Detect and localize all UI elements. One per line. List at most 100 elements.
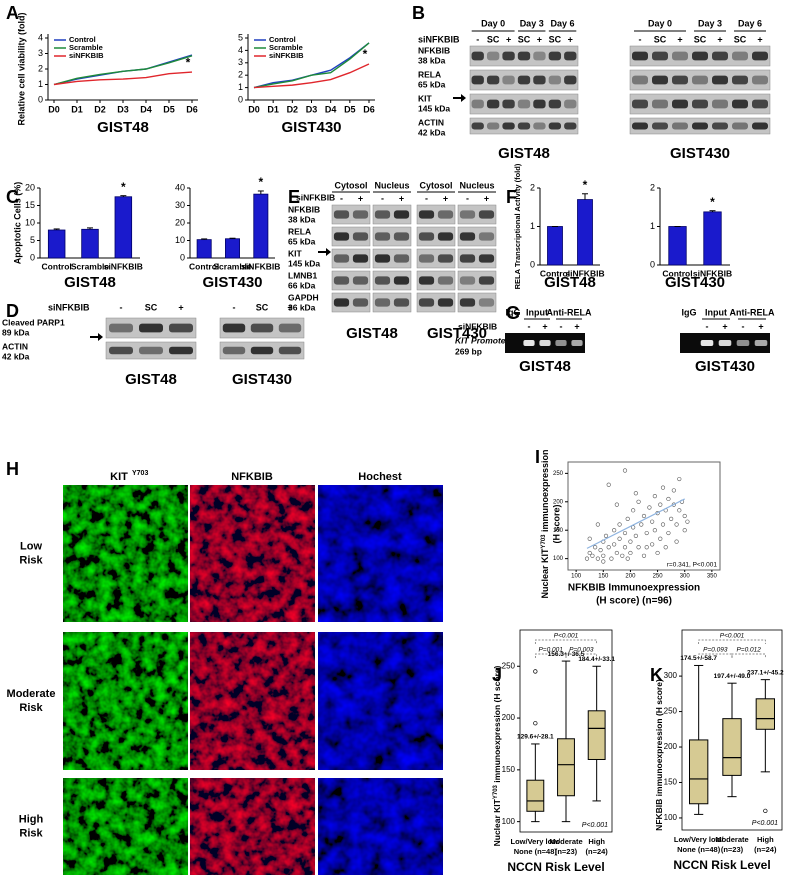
blot-band xyxy=(374,298,391,307)
x-axis-title: GIST48 xyxy=(544,274,596,291)
y-tick-label: 1 xyxy=(38,79,43,89)
blot-band xyxy=(652,99,668,109)
blot-band xyxy=(352,298,369,307)
row-label: KIT xyxy=(288,248,303,258)
y-tick-label: 4 xyxy=(38,32,43,42)
blot-band xyxy=(652,122,668,130)
panel-letter: F xyxy=(506,187,517,207)
blot-band xyxy=(352,232,369,241)
blot-band xyxy=(222,346,246,355)
row-label: ACTIN xyxy=(2,341,28,351)
micrograph xyxy=(63,632,188,770)
blot-band xyxy=(478,254,495,263)
row-label: RELA xyxy=(418,69,441,79)
x-tick-label: siNFKBIB xyxy=(241,261,280,271)
blot-band xyxy=(109,323,133,333)
blot-strip xyxy=(416,270,456,291)
row-label: Cleaved PARP1 xyxy=(2,317,65,327)
box xyxy=(557,738,575,797)
blot-band xyxy=(564,99,577,109)
y-tick-label: 250 xyxy=(553,471,564,477)
x-axis-title: NFKBIB Immunoexpression xyxy=(568,583,700,594)
y-tick-label: 5 xyxy=(238,32,243,42)
row-label: 145 kDa xyxy=(288,258,320,268)
blot-band xyxy=(418,276,435,285)
blot-band xyxy=(459,232,476,241)
gel-band xyxy=(571,340,583,346)
trend-line xyxy=(586,498,685,549)
blot-strip xyxy=(457,270,497,291)
point xyxy=(606,545,611,550)
day-label: Day 6 xyxy=(738,18,762,28)
blot-band xyxy=(374,232,391,241)
point xyxy=(614,502,619,507)
bar xyxy=(577,199,593,266)
row-label: KIT Promoter xyxy=(455,335,510,345)
legend-label: Scramble xyxy=(69,43,103,52)
group-label: Anti-RELA xyxy=(730,307,775,317)
blot-band xyxy=(548,75,562,85)
gel-band xyxy=(736,340,750,346)
point xyxy=(633,491,638,496)
mean-label: 174.5+/-58.7 xyxy=(680,655,717,662)
cell-line: GIST48 xyxy=(346,325,398,342)
micrograph xyxy=(318,778,443,875)
y-tick-label: 250 xyxy=(502,661,516,670)
point xyxy=(603,533,609,538)
row-label: 36 kDa xyxy=(288,302,316,312)
point xyxy=(622,545,628,550)
blot-band xyxy=(169,346,193,355)
panel-letter: D xyxy=(6,301,19,321)
gel-band xyxy=(754,340,768,346)
y-tick-label: 2 xyxy=(530,182,535,192)
blot-band xyxy=(533,75,546,85)
blot-strip xyxy=(416,292,456,313)
cell-line: GIST48 xyxy=(498,145,550,162)
p-value: P<0.001 xyxy=(720,633,745,640)
x-tick-label: (n=24) xyxy=(754,845,777,854)
blot-band xyxy=(374,210,391,219)
annotation: * xyxy=(258,175,263,189)
blot-band xyxy=(672,51,688,61)
y-tick-label: 150 xyxy=(502,765,516,774)
x-tick-label: Scramble xyxy=(213,261,252,271)
lane-label: - xyxy=(560,321,563,331)
blot-band xyxy=(752,122,768,130)
y-tick-label: 0 xyxy=(30,252,35,262)
lane-label: - xyxy=(639,34,642,44)
gel-band xyxy=(555,340,567,346)
x-tick-label: 100 xyxy=(571,574,582,580)
y-tick-label: 0 xyxy=(38,94,43,104)
x-tick-label: D3 xyxy=(117,104,129,114)
y-label-sup: Y703 xyxy=(493,784,499,799)
blot-band xyxy=(374,254,391,263)
mean-label: 197.4+/-49.0 xyxy=(714,673,751,680)
mean-label: 237.1+/-45.2 xyxy=(747,669,784,676)
blot-band xyxy=(502,51,515,61)
blot-band xyxy=(533,51,546,61)
channel-label: NFKBIB xyxy=(231,471,273,483)
y-tick-label: 15 xyxy=(25,200,35,210)
point xyxy=(636,545,641,550)
point xyxy=(625,516,630,521)
x-axis-title: (H score) (n=96) xyxy=(596,596,672,607)
y-tick-label: 20 xyxy=(175,217,185,227)
lane-label: + xyxy=(677,34,682,44)
blot-band xyxy=(109,346,133,355)
point xyxy=(617,522,622,527)
x-tick-label: D0 xyxy=(48,104,60,114)
blot-band xyxy=(418,254,435,263)
blot-band xyxy=(712,99,728,109)
blot-band xyxy=(502,75,515,85)
p-value: P=0.012 xyxy=(736,647,761,654)
y-tick-label: 10 xyxy=(175,235,185,245)
mean-label: 129.6+/-28.1 xyxy=(517,734,554,741)
x-tick-label: None (n=48) xyxy=(514,847,558,856)
blot-band xyxy=(732,75,748,85)
y-tick-label: 0 xyxy=(238,94,243,104)
blot-band xyxy=(502,122,515,130)
x-tick-label: 200 xyxy=(625,574,636,580)
blot-band xyxy=(486,75,500,85)
blot-strip xyxy=(457,248,497,269)
cell-line: GIST48 xyxy=(519,358,571,375)
